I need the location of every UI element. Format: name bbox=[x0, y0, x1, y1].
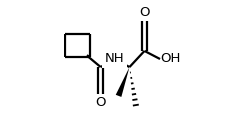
Text: O: O bbox=[95, 96, 106, 109]
Polygon shape bbox=[116, 67, 130, 97]
Text: NH: NH bbox=[105, 53, 124, 65]
Text: O: O bbox=[139, 6, 150, 19]
Text: OH: OH bbox=[161, 53, 181, 65]
